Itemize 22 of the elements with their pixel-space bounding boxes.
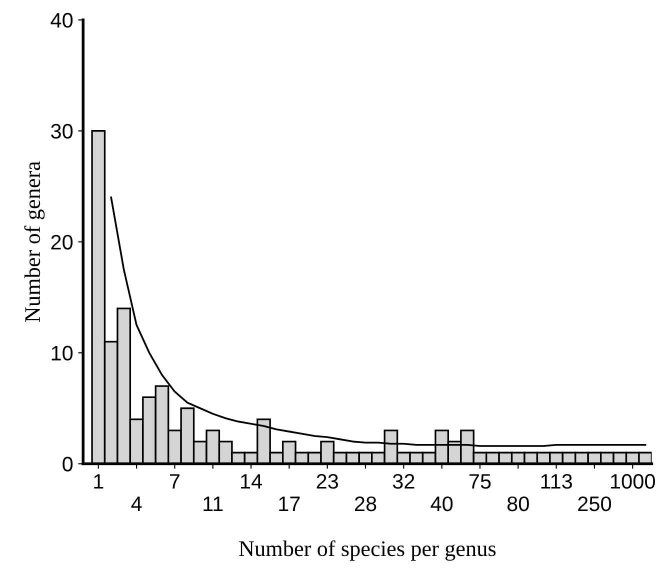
x-tick-label: 7 <box>170 474 180 489</box>
x-tick-label: 23 <box>316 474 338 489</box>
x-tick-label: 28 <box>354 496 376 512</box>
x-tick-label: 250 <box>578 496 612 512</box>
x-tick-label: 40 <box>430 496 453 512</box>
x-tick-label: 80 <box>507 496 529 512</box>
x-tick-label: 17 <box>279 496 300 511</box>
x-tick-label: 113 <box>541 474 572 489</box>
y-tick-label: 40 <box>50 12 73 28</box>
x-tick-label: 11 <box>204 496 223 511</box>
x-axis-title: Number of species per genus <box>239 540 496 561</box>
y-tick-label: 0 <box>62 456 73 472</box>
x-tick-label: 4 <box>131 496 142 511</box>
y-tick-label: 20 <box>51 234 73 250</box>
x-tick-label: 14 <box>241 474 262 489</box>
y-tick-label: 30 <box>51 124 73 139</box>
x-tick-label: 32 <box>392 474 414 489</box>
x-tick-label: 75 <box>469 474 491 489</box>
y-axis-title: Number of genera <box>24 161 45 322</box>
y-tick-label: 10 <box>52 346 73 361</box>
x-tick-label: 1000 <box>611 474 655 489</box>
x-tick-label: 1 <box>94 474 104 489</box>
